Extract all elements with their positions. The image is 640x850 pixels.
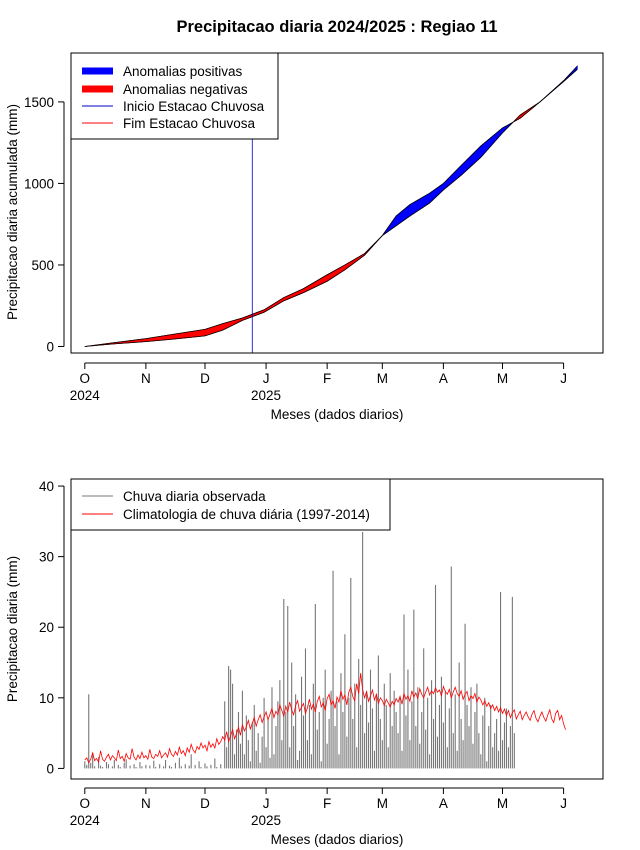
figure-title: Precipitacao diaria 2024/2025 : Regiao 1… <box>176 18 497 36</box>
daily-x-year-label: 2025 <box>251 813 281 828</box>
accumulated-y-tick-label: 1000 <box>24 176 54 191</box>
daily-x-tick-label: J <box>263 796 270 811</box>
accumulated-legend: Anomalias positivas Anomalias negativas … <box>70 52 279 140</box>
accumulated-x-axis: O N D J F M A M J 2024 2025 <box>70 362 567 403</box>
accumulated-x-tick-label: A <box>439 371 448 386</box>
accumulated-x-tick-label: M <box>497 371 508 386</box>
accumulated-x-tick-label: J <box>263 371 270 386</box>
accumulated-legend-box <box>70 52 279 140</box>
daily-x-tick-label: J <box>560 796 567 811</box>
daily-chart: O N D J F M A M J 2024 2025 0 10 20 30 40 Precipitacao… <box>5 478 604 847</box>
daily-legend: Chuva diaria observada Climatologia de c… <box>70 478 391 531</box>
accumulated-x-tick-label: D <box>200 371 210 386</box>
legend-label-end: Fim Estacao Chuvosa <box>123 116 256 131</box>
accumulated-y-tick-label: 1500 <box>24 95 54 110</box>
accumulated-x-year-label: 2024 <box>70 388 101 403</box>
accumulated-y-axis-label: Precipitacao diaria acumulada (mm) <box>5 104 20 320</box>
legend-label-observed: Chuva diaria observada <box>123 489 266 504</box>
accumulated-plot-frame <box>70 52 604 354</box>
daily-x-tick-label: D <box>200 796 210 811</box>
daily-y-tick-label: 30 <box>39 550 54 565</box>
daily-x-tick-label: M <box>497 796 508 811</box>
daily-x-tick-label: M <box>377 796 388 811</box>
daily-x-axis-label: Meses (dados diarios) <box>271 832 404 847</box>
accumulated-x-tick-label: J <box>560 371 567 386</box>
accumulated-plot-area <box>84 53 578 353</box>
daily-x-tick-label: F <box>323 796 331 811</box>
accumulated-x-year-label: 2025 <box>251 388 281 403</box>
daily-y-tick-label: 40 <box>39 479 54 494</box>
climatology-daily-line <box>84 673 566 764</box>
daily-legend-box <box>70 478 391 531</box>
daily-y-tick-label: 10 <box>39 691 54 706</box>
accumulated-y-tick-label: 0 <box>46 339 54 354</box>
daily-y-tick-label: 0 <box>46 761 54 776</box>
daily-y-axis-label: Precipitacao diaria (mm) <box>5 556 20 702</box>
accumulated-x-tick-label: F <box>323 371 331 386</box>
legend-label-positive: Anomalias positivas <box>123 64 243 79</box>
climatology-accumulated-line <box>84 69 578 347</box>
legend-label-climatology: Climatologia de chuva diária (1997-2014) <box>123 507 370 522</box>
accumulated-chart: O N D J F M A M J 2024 2025 0 500 1000 1500 Precipita… <box>5 52 604 422</box>
daily-y-axis: 0 10 20 30 40 <box>39 479 65 776</box>
accumulated-x-axis-label: Meses (dados diarios) <box>271 407 404 422</box>
daily-y-tick-label: 20 <box>39 620 54 635</box>
daily-plot-area <box>84 531 566 769</box>
accumulated-y-axis: 0 500 1000 1500 <box>24 95 65 354</box>
accumulated-x-tick-label: O <box>80 371 91 386</box>
legend-label-start: Inicio Estacao Chuvosa <box>123 99 265 114</box>
accumulated-y-tick-label: 500 <box>31 258 54 273</box>
daily-x-tick-label: A <box>439 796 448 811</box>
legend-label-negative: Anomalias negativas <box>123 82 248 97</box>
accumulated-x-tick-label: N <box>141 371 151 386</box>
daily-x-year-label: 2024 <box>70 813 101 828</box>
daily-x-tick-label: N <box>141 796 151 811</box>
daily-x-tick-label: O <box>80 796 91 811</box>
observed-accumulated-line <box>84 65 578 347</box>
accumulated-x-tick-label: M <box>377 371 388 386</box>
daily-x-axis: O N D J F M A M J 2024 2025 <box>70 787 567 828</box>
